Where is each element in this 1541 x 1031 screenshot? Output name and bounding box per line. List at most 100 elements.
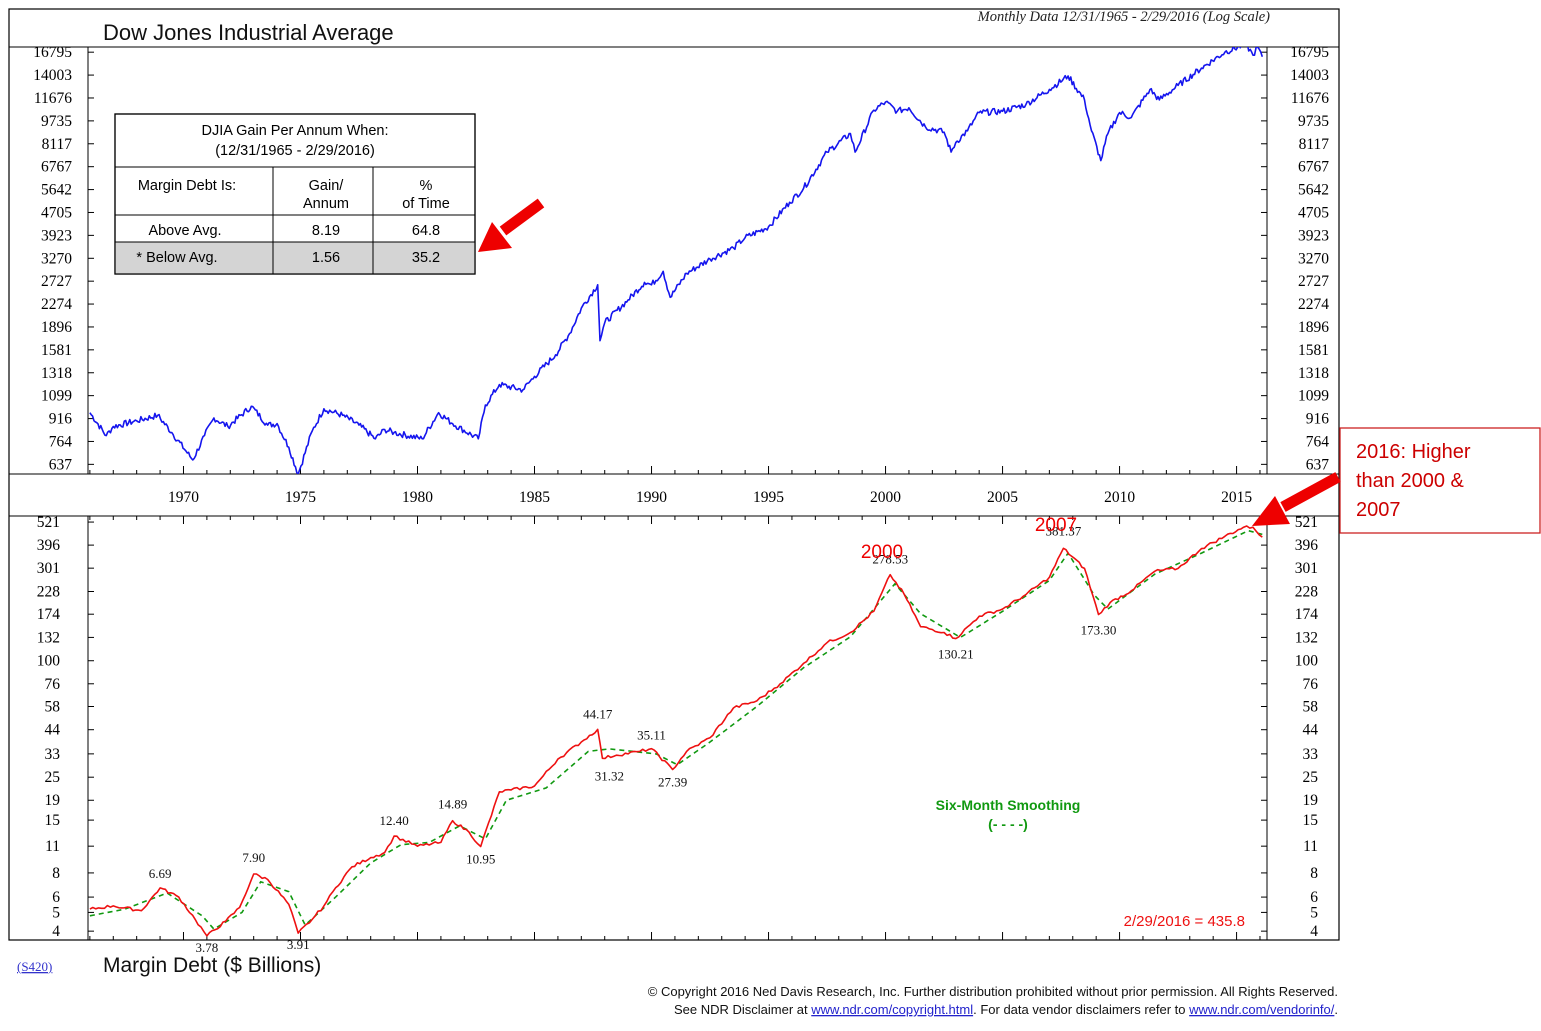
xtick-label: 2015 [1221, 489, 1252, 506]
arrow-to-table [478, 198, 545, 252]
debt-ytick-label-left: 25 [45, 769, 61, 786]
year-x-axis: 1970 1975 1980 1985 1990 1995 2000 2005 2010 2015 [89, 466, 1261, 940]
margin-debt-series-line [89, 525, 1263, 937]
footer-link-vendorinfo[interactable]: www.ndr.com/vendorinfo/ [1188, 1002, 1335, 1017]
debt-ytick-label-right: 11 [1303, 838, 1318, 855]
xtick-label: 1985 [519, 489, 550, 506]
djia-ytick-label-left: 2274 [41, 296, 72, 313]
djia-ytick-label-right: 764 [1306, 433, 1330, 450]
debt-ytick-label-right: 8 [1310, 865, 1318, 882]
djia-ytick-label-right: 1099 [1298, 388, 1329, 405]
xtick-label: 2000 [870, 489, 901, 506]
annotation-278-53: 278.53 [872, 552, 908, 567]
djia-ytick-label-right: 11676 [1291, 90, 1329, 107]
annotation-3-78: 3.78 [196, 940, 219, 955]
xtick-label: 1990 [636, 489, 667, 506]
series-code-link[interactable]: (S420) [17, 959, 52, 974]
annotation-14-89: 14.89 [438, 797, 467, 812]
margin-debt-title: Margin Debt ($ Billions) [103, 954, 321, 977]
xtick-label: 2005 [987, 489, 1018, 506]
table-row-above-gain: 8.19 [312, 223, 340, 239]
debt-ytick-label-left: 174 [37, 606, 61, 623]
xtick-label: 1970 [168, 489, 199, 506]
djia-ytick-label-left: 764 [49, 433, 73, 450]
djia-gain-table: DJIA Gain Per Annum When: (12/31/1965 - … [114, 113, 476, 275]
djia-ytick-label-left: 9735 [41, 113, 72, 130]
annotation-381-37: 381.37 [1046, 523, 1082, 538]
annotation-130-21: 130.21 [938, 647, 974, 662]
debt-ytick-label-right: 58 [1303, 698, 1319, 715]
annotation-6-69: 6.69 [149, 866, 172, 881]
debt-ytick-label-right: 100 [1295, 653, 1319, 670]
smoothing-series-line [89, 529, 1263, 931]
annotation-12-40: 12.40 [379, 813, 408, 828]
djia-ytick-label-left: 11676 [34, 90, 72, 107]
debt-ytick-label-right: 15 [1303, 812, 1319, 829]
table-row-below-gain: 1.56 [312, 250, 340, 266]
chart-title: Dow Jones Industrial Average [103, 20, 394, 45]
djia-ytick-label-left: 1099 [41, 388, 72, 405]
footer-disclaimer-post: . [1334, 1002, 1338, 1017]
table-row-shade [115, 242, 475, 274]
callout-line2: than 2000 & [1356, 470, 1465, 492]
debt-ytick-label-left: 5 [52, 904, 60, 921]
footer-disclaimer: See NDR Disclaimer at www.ndr.com/copyri… [674, 1002, 1338, 1017]
debt-ytick-label-left: 8 [52, 865, 60, 882]
debt-ytick-label-left: 521 [37, 514, 60, 531]
djia-ytick-label-left: 16795 [33, 44, 72, 61]
table-row-above-pct: 64.8 [412, 223, 440, 239]
debt-ytick-label-left: 132 [37, 629, 60, 646]
debt-ytick-label-left: 76 [45, 676, 61, 693]
annotation-27-39: 27.39 [658, 775, 687, 790]
debt-ytick-label-left: 33 [45, 746, 61, 763]
debt-ytick-label-right: 132 [1295, 629, 1318, 646]
debt-ytick-label-left: 6 [52, 889, 60, 906]
debt-ytick-label-right: 25 [1303, 769, 1319, 786]
debt-ytick-label-right: 19 [1303, 792, 1319, 809]
table-col2-header-line1: Gain/ [309, 178, 345, 194]
xtick-label: 1975 [285, 489, 316, 506]
chart-subtitle: Monthly Data 12/31/1965 - 2/29/2016 (Log… [977, 9, 1271, 25]
table-title-line2: (12/31/1965 - 2/29/2016) [215, 143, 375, 159]
debt-ytick-label-left: 4 [52, 923, 60, 940]
annotation-173-30: 173.30 [1081, 623, 1117, 638]
djia-ytick-label-left: 5642 [41, 182, 72, 199]
debt-ytick-label-right: 44 [1303, 722, 1319, 739]
table-col3-header-line2: of Time [402, 196, 450, 212]
djia-ytick-label-right: 3923 [1298, 227, 1329, 244]
djia-ytick-label-left: 1896 [41, 319, 72, 336]
djia-ytick-label-right: 5642 [1298, 182, 1329, 199]
label-2007: 2007 [1035, 515, 1077, 536]
djia-series-line [89, 47, 1264, 474]
djia-ytick-label-right: 1896 [1298, 319, 1329, 336]
debt-ytick-label-right: 521 [1295, 514, 1318, 531]
djia-y-axis: 637 637 764 764 916 916 1099 1099 1318 1318 1581 15… [33, 44, 1329, 473]
xtick-label: 2010 [1104, 489, 1135, 506]
debt-ytick-label-right: 228 [1295, 583, 1319, 600]
debt-ytick-label-right: 76 [1303, 676, 1319, 693]
djia-ytick-label-left: 1318 [41, 365, 72, 382]
annotation-44-17: 44.17 [583, 706, 613, 721]
djia-ytick-label-right: 1318 [1298, 365, 1329, 382]
table-row-below-pct: 35.2 [412, 250, 440, 266]
djia-ytick-label-left: 4705 [41, 204, 72, 221]
xtick-label: 1980 [402, 489, 433, 506]
annotation-7-90: 7.90 [242, 850, 265, 865]
djia-ytick-label-right: 4705 [1298, 204, 1329, 221]
debt-ytick-label-left: 11 [45, 838, 60, 855]
djia-ytick-label-right: 3270 [1298, 250, 1329, 267]
debt-ytick-label-left: 15 [45, 812, 61, 829]
table-row-below-label: * Below Avg. [136, 250, 217, 266]
debt-ytick-label-left: 396 [37, 537, 61, 554]
djia-ytick-label-left: 6767 [41, 159, 72, 176]
djia-ytick-label-left: 2727 [41, 273, 72, 290]
callout-line1: 2016: Higher [1356, 441, 1471, 463]
djia-ytick-label-left: 8117 [42, 136, 73, 153]
xtick-label: 1995 [753, 489, 784, 506]
djia-ytick-label-right: 6767 [1298, 159, 1329, 176]
djia-ytick-label-left: 3923 [41, 227, 72, 244]
djia-ytick-label-left: 14003 [33, 67, 72, 84]
djia-ytick-label-right: 2727 [1298, 273, 1329, 290]
value-annotations: 6.69 3.78 7.90 3.91 12.40 14.89 10.95 44… [149, 523, 1117, 955]
footer-link-copyright[interactable]: www.ndr.com/copyright.html [810, 1002, 973, 1017]
